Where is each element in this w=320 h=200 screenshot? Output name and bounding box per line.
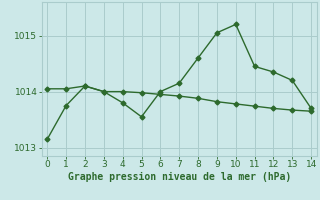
X-axis label: Graphe pression niveau de la mer (hPa): Graphe pression niveau de la mer (hPa) — [68, 172, 291, 182]
